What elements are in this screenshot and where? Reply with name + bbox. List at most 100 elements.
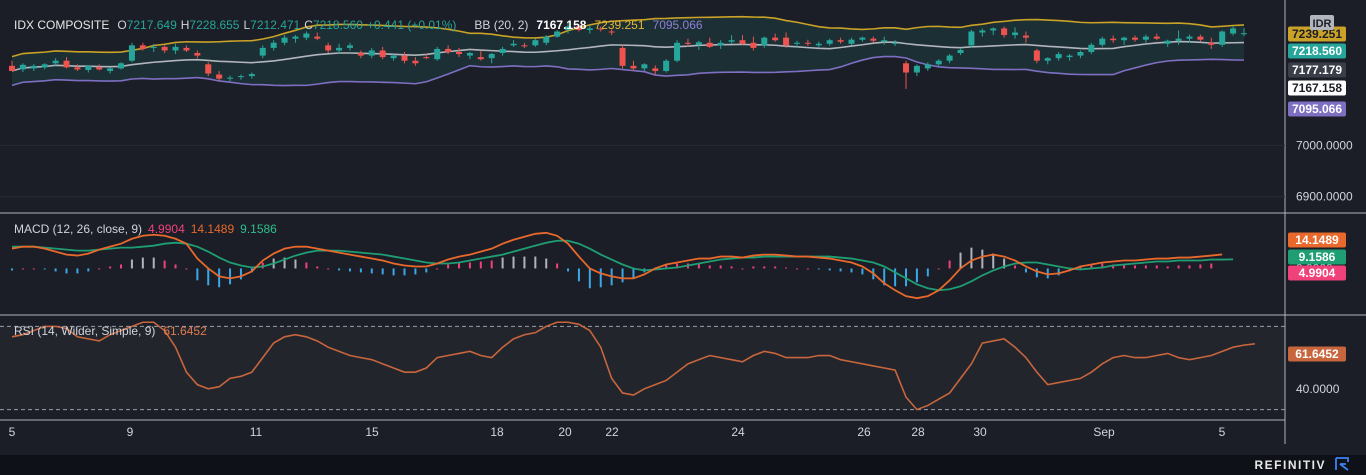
- candle[interactable]: [717, 40, 724, 49]
- candle[interactable]: [1077, 50, 1084, 59]
- candle[interactable]: [1022, 31, 1029, 43]
- candle[interactable]: [1241, 28, 1247, 37]
- candle[interactable]: [1219, 30, 1226, 47]
- candle[interactable]: [684, 38, 691, 47]
- candle[interactable]: [379, 46, 386, 60]
- candle[interactable]: [30, 64, 37, 71]
- candle[interactable]: [772, 33, 779, 42]
- candle[interactable]: [1230, 26, 1237, 36]
- candle[interactable]: [728, 35, 735, 44]
- candle[interactable]: [477, 50, 484, 61]
- candle[interactable]: [118, 62, 125, 70]
- candle[interactable]: [859, 36, 866, 42]
- candle[interactable]: [499, 46, 506, 56]
- candle[interactable]: [488, 53, 495, 64]
- candle[interactable]: [641, 63, 648, 71]
- candle[interactable]: [521, 42, 528, 48]
- candle[interactable]: [216, 70, 223, 81]
- candle[interactable]: [205, 62, 212, 77]
- candle[interactable]: [783, 32, 790, 48]
- candle[interactable]: [903, 60, 910, 89]
- candle[interactable]: [543, 35, 550, 46]
- candle[interactable]: [303, 31, 310, 41]
- candle[interactable]: [815, 41, 822, 48]
- candle[interactable]: [663, 59, 670, 73]
- candle[interactable]: [1001, 26, 1008, 38]
- candle[interactable]: [466, 52, 473, 60]
- candle[interactable]: [575, 24, 582, 32]
- candle[interactable]: [150, 43, 157, 52]
- candle[interactable]: [259, 45, 266, 59]
- candle[interactable]: [85, 65, 92, 73]
- candle[interactable]: [456, 47, 463, 58]
- candle[interactable]: [74, 64, 81, 71]
- candle[interactable]: [750, 36, 757, 51]
- candle[interactable]: [597, 26, 604, 32]
- candle[interactable]: [892, 40, 899, 46]
- candle[interactable]: [924, 62, 931, 71]
- candle[interactable]: [128, 42, 135, 63]
- candle[interactable]: [63, 57, 70, 69]
- candle[interactable]: [237, 74, 244, 80]
- candle[interactable]: [1121, 36, 1128, 45]
- candle[interactable]: [1164, 39, 1171, 47]
- candle[interactable]: [630, 60, 637, 71]
- candle[interactable]: [423, 54, 430, 60]
- candle[interactable]: [1186, 34, 1193, 43]
- candle[interactable]: [346, 42, 353, 51]
- candle[interactable]: [1099, 36, 1106, 47]
- candle[interactable]: [1033, 48, 1040, 64]
- candle[interactable]: [881, 36, 888, 45]
- candle[interactable]: [554, 29, 561, 38]
- candle[interactable]: [1055, 52, 1062, 61]
- candle[interactable]: [619, 45, 626, 69]
- candle[interactable]: [161, 45, 168, 54]
- candle[interactable]: [292, 35, 299, 43]
- candle[interactable]: [848, 37, 855, 46]
- candle[interactable]: [532, 38, 539, 47]
- candle[interactable]: [1175, 30, 1182, 45]
- candle[interactable]: [314, 32, 321, 41]
- candle[interactable]: [837, 37, 844, 44]
- candle[interactable]: [804, 39, 811, 46]
- candle[interactable]: [281, 35, 288, 46]
- candle[interactable]: [412, 57, 419, 66]
- candle[interactable]: [586, 25, 593, 34]
- candle[interactable]: [1208, 37, 1215, 49]
- candle[interactable]: [935, 59, 942, 67]
- candle[interactable]: [674, 40, 681, 63]
- candle[interactable]: [957, 47, 964, 56]
- candle[interactable]: [946, 54, 953, 64]
- candle[interactable]: [1044, 57, 1051, 65]
- candle[interactable]: [826, 38, 833, 46]
- candle[interactable]: [107, 67, 114, 74]
- candle[interactable]: [445, 45, 452, 55]
- candle[interactable]: [968, 29, 975, 48]
- candle[interactable]: [793, 40, 800, 48]
- candle[interactable]: [1110, 35, 1117, 43]
- candle[interactable]: [1142, 34, 1149, 43]
- candle[interactable]: [172, 43, 179, 55]
- candle[interactable]: [194, 50, 201, 59]
- candle[interactable]: [870, 36, 877, 43]
- candle[interactable]: [652, 65, 659, 75]
- candle[interactable]: [41, 63, 48, 70]
- candle[interactable]: [139, 42, 146, 51]
- candle[interactable]: [96, 64, 103, 71]
- candle[interactable]: [19, 63, 26, 72]
- candle[interactable]: [227, 75, 234, 82]
- candle[interactable]: [739, 35, 746, 46]
- candle[interactable]: [913, 64, 920, 77]
- candle[interactable]: [325, 42, 332, 54]
- candle[interactable]: [990, 27, 997, 36]
- candle[interactable]: [706, 37, 713, 48]
- candle[interactable]: [608, 29, 615, 36]
- candle[interactable]: [434, 46, 441, 61]
- candle[interactable]: [9, 60, 15, 71]
- candle[interactable]: [761, 36, 768, 48]
- candle[interactable]: [270, 40, 277, 51]
- chart-canvas[interactable]: 5 9 11 15 18 20 22 24 26 28 30 Sep 5 7000.0000 6900.00…: [0, 0, 1366, 455]
- candle[interactable]: [248, 72, 255, 79]
- candle[interactable]: [1066, 54, 1073, 61]
- candle[interactable]: [510, 40, 517, 47]
